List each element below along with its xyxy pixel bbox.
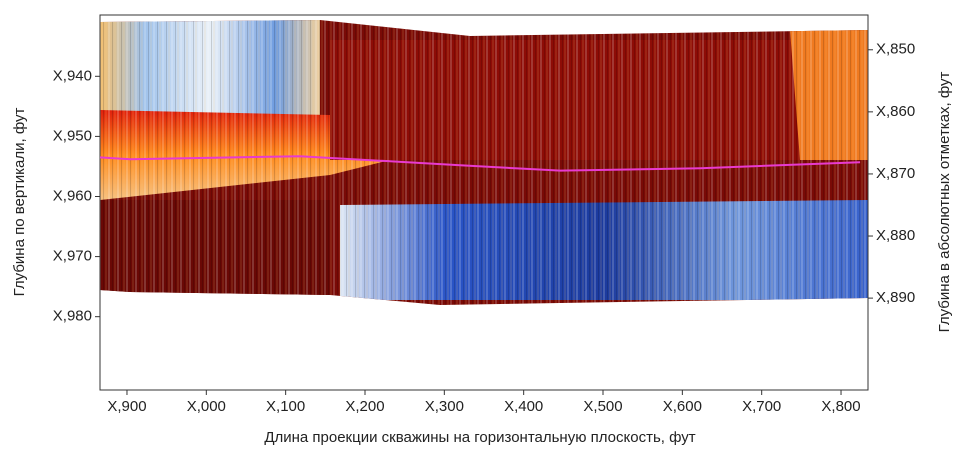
x-tick-label: X,000 — [187, 398, 226, 415]
x-tick-label: X,500 — [583, 398, 622, 415]
image-texture — [100, 20, 868, 305]
y2-tick-label: X,870 — [876, 165, 915, 182]
x-tick-label: X,300 — [425, 398, 464, 415]
y-tick-label: X,950 — [53, 127, 92, 144]
y-tick-label: X,960 — [53, 187, 92, 204]
y2-tick-label: X,880 — [876, 227, 915, 244]
y2-axis-label: Глубина в абсолютных отметках, фут — [936, 71, 953, 332]
x-tick-label: X,900 — [107, 398, 146, 415]
x-tick-label: X,700 — [742, 398, 781, 415]
y2-tick-label: X,860 — [876, 103, 915, 120]
x-tick-label: X,800 — [821, 398, 860, 415]
y-axis-label: Глубина по вертикали, фут — [11, 108, 28, 297]
y-tick-label: X,970 — [53, 248, 92, 265]
well-trajectory — [99, 155, 861, 172]
y-tick-label: X,980 — [53, 308, 92, 325]
x-tick-label: X,600 — [663, 398, 702, 415]
x-axis-label: Длина проекции скважины на горизонтальну… — [264, 429, 695, 446]
y2-tick-label: X,890 — [876, 289, 915, 306]
x-tick-label: X,100 — [266, 398, 305, 415]
x-tick-label: X,200 — [345, 398, 384, 415]
plot-frame — [99, 14, 869, 391]
y-tick-label: X,940 — [53, 67, 92, 84]
x-tick-label: X,400 — [504, 398, 543, 415]
y2-tick-label: X,850 — [876, 41, 915, 58]
